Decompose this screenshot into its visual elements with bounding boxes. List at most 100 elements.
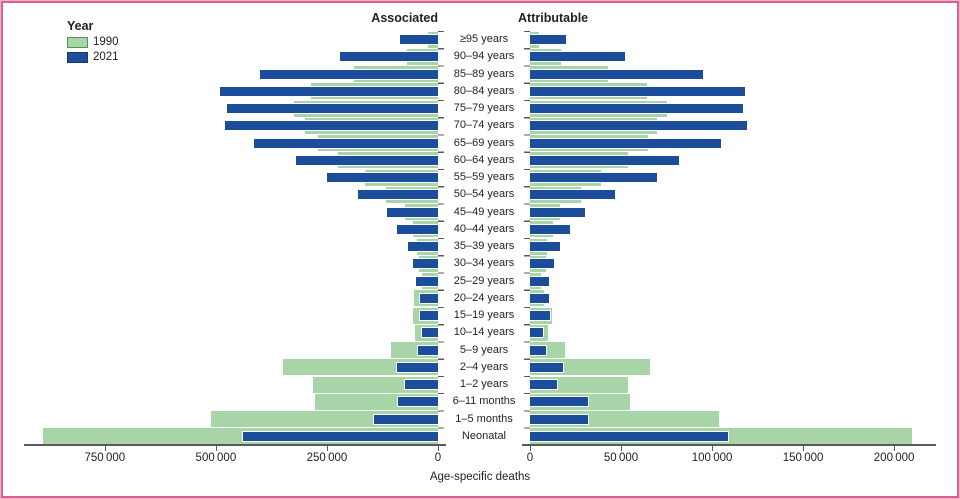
bar-2021-associated: [420, 311, 438, 321]
x-axis-title: Age-specific deaths: [429, 471, 531, 483]
bar-2021-associated: [397, 224, 438, 234]
bar-2021-attributable: [530, 138, 722, 148]
attributable-axis-line: [522, 444, 936, 446]
bar-2021-associated: [422, 328, 438, 338]
legend-item-1990: 1990: [67, 36, 119, 48]
bar-2021-associated: [253, 138, 438, 148]
bar-2021-associated: [358, 190, 438, 200]
age-group-label: 55–59 years: [453, 171, 515, 183]
axis-tick: [894, 445, 896, 451]
legend-swatch-1990: [67, 36, 88, 48]
age-group-label: 15–19 years: [453, 309, 515, 321]
bar-row-associated: [24, 117, 438, 134]
bar-row-associated: [24, 83, 438, 100]
age-group-labels-column: ≥95 years 90–94 years 85–89 years 80–84 yea…: [438, 31, 530, 445]
axis-tick-label: 250 000: [306, 452, 348, 464]
bar-2021-attributable: [530, 35, 567, 45]
bar-row-attributable: [530, 221, 936, 238]
bar-2021-attributable: [530, 104, 743, 114]
axis-tick-label: 150 000: [782, 452, 824, 464]
bar-row-attributable: [530, 307, 936, 324]
bar-row-associated: [24, 221, 438, 238]
bar-row-associated: [24, 169, 438, 186]
axis-tick: [621, 445, 623, 451]
bar-2021-attributable: [530, 155, 680, 165]
bar-2021-attributable: [530, 69, 703, 79]
bar-2021-attributable: [530, 293, 550, 303]
legend-title: Year: [67, 19, 94, 33]
bar-2021-associated: [242, 431, 438, 441]
panel-header-associated: Associated: [371, 11, 438, 25]
bar-row-associated: [24, 135, 438, 152]
bar-2021-attributable: [530, 380, 558, 390]
bar-row-associated: [24, 376, 438, 393]
bar-row-attributable: [530, 169, 936, 186]
bar-row-associated: [24, 359, 438, 376]
axis-tick-label: 0: [526, 452, 534, 464]
axis-tick: [803, 445, 805, 451]
age-group-label: 65–69 years: [453, 136, 515, 149]
bar-2021-attributable: [530, 86, 745, 96]
bar-row-attributable: [530, 324, 936, 341]
bar-2021-associated: [415, 276, 438, 286]
bar-row-associated: [24, 307, 438, 324]
bar-2021-associated: [340, 52, 438, 62]
age-group-label: 2–4 years: [459, 360, 509, 373]
axis-tick: [326, 445, 329, 451]
age-group-label: 5–9 years: [459, 343, 509, 356]
age-group-label: 90–94 years: [453, 50, 515, 63]
bar-2021-associated: [404, 380, 438, 390]
bar-row-attributable: [530, 255, 936, 272]
bar-2021-attributable: [530, 397, 589, 407]
associated-axis-line: [24, 444, 446, 446]
age-group-label: 60–64 years: [453, 153, 515, 166]
axis-tick: [712, 445, 714, 451]
bar-row-attributable: [530, 135, 936, 152]
bar-row-attributable: [530, 376, 936, 393]
bar-row-associated: [24, 100, 438, 117]
age-group-label: 6–11 months: [452, 395, 516, 408]
bar-2021-associated: [407, 242, 438, 252]
bar-row-associated: [24, 273, 438, 290]
bar-2021-attributable: [530, 345, 547, 355]
age-group-label: 80–84 years: [453, 84, 515, 97]
bar-row-attributable: [530, 100, 936, 117]
legend: Year 1990 2021: [67, 19, 119, 63]
bar-2021-attributable: [530, 173, 658, 183]
bar-2021-associated: [412, 259, 438, 269]
bar-row-attributable: [530, 359, 936, 376]
bar-2021-associated: [326, 173, 438, 183]
axis-tick: [104, 445, 107, 451]
bar-row-associated: [24, 186, 438, 203]
bar-2021-attributable: [530, 431, 729, 441]
bar-row-attributable: [530, 238, 936, 255]
axis-tick-label: 200 000: [873, 452, 915, 464]
bar-2021-associated: [420, 293, 438, 303]
age-group-label: 1–5 months: [455, 412, 513, 425]
bar-2021-attributable: [530, 276, 550, 286]
bar-2021-associated: [386, 207, 438, 217]
bar-row-associated: [24, 342, 438, 359]
legend-label-1990: 1990: [93, 36, 119, 48]
axis-tick-label: 50 000: [603, 452, 639, 464]
bar-row-attributable: [530, 66, 936, 83]
bar-2021-attributable: [530, 259, 554, 269]
age-group-label: ≥95 years: [459, 33, 509, 45]
bar-row-associated: [24, 204, 438, 221]
axis-tick-label: 0: [434, 452, 442, 464]
bar-row-associated: [24, 152, 438, 169]
axis-tick: [530, 445, 532, 451]
bar-row-attributable: [530, 186, 936, 203]
axis-tick: [215, 445, 218, 451]
bar-2021-associated: [396, 362, 438, 372]
age-group-label: 75–79 years: [453, 102, 515, 114]
bar-row-associated: [24, 411, 438, 428]
bar-2021-attributable: [530, 414, 589, 424]
bar-row-associated: [24, 238, 438, 255]
bar-2021-attributable: [530, 207, 585, 217]
axis-tick-label: 500 000: [195, 452, 237, 464]
bar-2021-attributable: [530, 224, 571, 234]
age-group-label: 40–44 years: [453, 222, 515, 235]
bar-row-associated: [24, 428, 438, 445]
bar-row-attributable: [530, 204, 936, 221]
